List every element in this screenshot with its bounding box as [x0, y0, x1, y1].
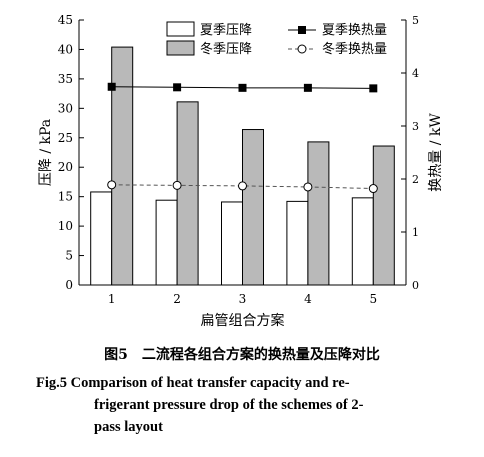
legend-label-winter-heat-capacity: 冬季换热量 — [322, 41, 387, 57]
y-axis-label: 压降 / kPa — [38, 119, 54, 186]
bar-summer-pressure-drop — [90, 191, 113, 286]
point-summer-heat-capacity — [303, 83, 312, 92]
point-summer-heat-capacity — [238, 83, 247, 92]
point-winter-heat-capacity — [172, 180, 182, 190]
legend-label-summer-pressure-drop: 夏季压降 — [200, 23, 252, 38]
figure-caption-en-line-3: pass layout — [94, 419, 163, 435]
bar-winter-pressure-drop — [242, 129, 264, 286]
x-tick-label: 4 — [304, 292, 312, 306]
bar-summer-pressure-drop — [286, 200, 309, 286]
y-tick-label: 5 — [65, 249, 73, 263]
x-tick-label: 5 — [369, 292, 377, 306]
y-tick-label: 20 — [58, 160, 73, 174]
x-tick-label: 3 — [239, 292, 247, 306]
figure-caption-zh: 图5 二流程各组合方案的换热量及压降对比 — [104, 347, 380, 363]
figure-caption-en-line-2: frigerant pressure drop of the schemes o… — [94, 397, 364, 413]
y2-tick-label: 1 — [412, 226, 419, 239]
x-tick-label: 1 — [108, 292, 116, 306]
legend-marker-summer-heat-capacity — [298, 26, 306, 34]
y-tick-label: 0 — [65, 278, 73, 292]
bar-winter-pressure-drop — [176, 101, 199, 286]
point-winter-heat-capacity — [368, 184, 378, 194]
bar-summer-pressure-drop — [351, 197, 374, 286]
bar-winter-pressure-drop — [372, 145, 395, 286]
legend-label-summer-heat-capacity: 夏季换热量 — [322, 23, 387, 38]
y2-tick-label: 2 — [412, 173, 419, 186]
bar-summer-pressure-drop — [155, 199, 178, 286]
point-winter-heat-capacity — [238, 181, 247, 191]
point-summer-heat-capacity — [173, 83, 182, 92]
y-tick-label: 40 — [58, 42, 73, 56]
legend-label-winter-pressure-drop: 冬季压降 — [200, 41, 252, 57]
y-tick-label: 45 — [58, 13, 73, 27]
figure-caption-en: Fig.5 Comparison of heat transfer capaci… — [36, 372, 476, 438]
y2-tick-label: 0 — [412, 279, 419, 292]
y-tick-label: 35 — [58, 72, 73, 86]
y2-tick-label: 3 — [412, 120, 419, 133]
line-winter-heat-capacity — [111, 184, 374, 190]
y-tick-label: 25 — [58, 131, 73, 145]
y-tick-label: 10 — [58, 219, 73, 233]
y2-axis-label: 换热量 / kW — [427, 113, 444, 192]
y-tick-label: 30 — [58, 101, 73, 115]
point-winter-heat-capacity — [303, 182, 313, 192]
legend-marker-winter-heat-capacity — [297, 44, 307, 54]
x-axis-label: 扁管组合方案 — [201, 312, 285, 329]
point-winter-heat-capacity — [107, 180, 117, 190]
y2-tick-label: 4 — [412, 67, 419, 80]
y2-tick-label: 5 — [412, 14, 419, 27]
figure-caption-en-line-1: Fig.5 Comparison of heat transfer capaci… — [36, 375, 350, 391]
bar-winter-pressure-drop — [111, 46, 134, 286]
point-summer-heat-capacity — [107, 82, 116, 91]
legend-swatch-summer-pressure-drop — [166, 21, 195, 37]
y-tick-label: 15 — [58, 190, 73, 204]
x-tick-label: 2 — [173, 292, 181, 306]
bar-winter-pressure-drop — [307, 141, 330, 286]
bar-summer-pressure-drop — [221, 201, 243, 286]
legend-swatch-winter-pressure-drop — [166, 40, 195, 56]
point-summer-heat-capacity — [369, 84, 378, 93]
